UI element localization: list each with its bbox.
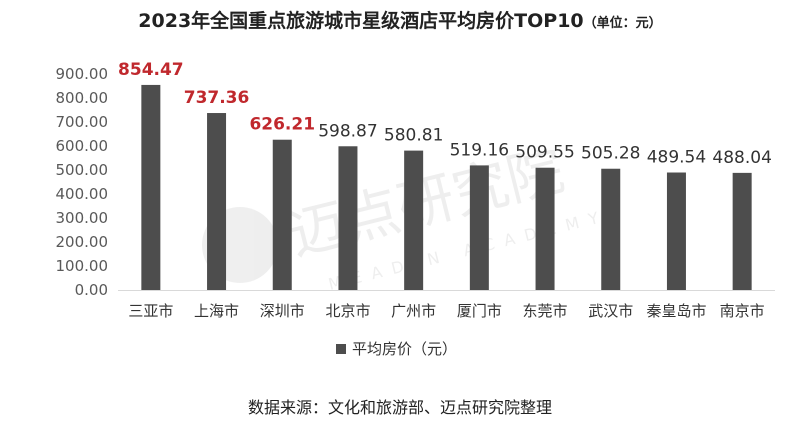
bar <box>469 165 489 290</box>
bar <box>404 150 424 290</box>
bars <box>141 84 752 290</box>
bar <box>207 113 227 290</box>
x-tick-label: 深圳市 <box>260 302 305 320</box>
data-label: 580.81 <box>384 126 443 146</box>
x-tick-label: 三亚市 <box>128 302 173 320</box>
bar <box>601 168 621 290</box>
chart-title-text: 2023年全国重点旅游城市星级酒店平均房价TOP10 <box>138 10 584 32</box>
x-tick-label: 厦门市 <box>457 302 502 320</box>
data-label: 489.54 <box>647 148 706 168</box>
x-tick-label: 广州市 <box>391 302 436 320</box>
bar <box>732 172 752 290</box>
y-tick-label: 400.00 <box>56 185 109 203</box>
legend: 平均房价（元） <box>336 340 457 358</box>
data-label: 509.55 <box>515 143 574 163</box>
y-tick-label: 900.00 <box>56 65 109 83</box>
x-tick-label: 上海市 <box>194 302 239 320</box>
x-tick-label: 秦皇岛市 <box>646 302 706 320</box>
legend-swatch <box>336 344 346 354</box>
y-tick-label: 300.00 <box>56 209 109 227</box>
y-tick-label: 500.00 <box>56 161 109 179</box>
bar <box>535 167 555 290</box>
y-tick-label: 600.00 <box>56 137 109 155</box>
x-axis: 三亚市 上海市 深圳市 北京市 广州市 厦门市 东莞市 武汉市 秦皇岛市 南京市 <box>118 290 775 320</box>
y-tick-label: 100.00 <box>56 257 109 275</box>
data-label: 737.36 <box>184 88 250 108</box>
data-label: 488.04 <box>712 148 771 168</box>
data-label: 505.28 <box>581 144 640 164</box>
x-tick-label: 武汉市 <box>588 302 633 320</box>
y-tick-label: 200.00 <box>56 233 109 251</box>
legend-label: 平均房价（元） <box>352 340 457 358</box>
x-tick-label: 南京市 <box>720 302 765 320</box>
bar <box>666 172 686 290</box>
y-tick-label: 0.00 <box>75 281 108 299</box>
bar <box>338 146 358 290</box>
y-tick-label: 800.00 <box>56 89 109 107</box>
chart-unit: （单位：元） <box>583 16 662 31</box>
x-tick-label: 北京市 <box>325 302 370 320</box>
chart-title: 2023年全国重点旅游城市星级酒店平均房价TOP10（单位：元） <box>0 6 800 33</box>
y-axis: 0.00 100.00 200.00 300.00 400.00 500.00 600.00… <box>56 65 109 299</box>
data-source: 数据来源：文化和旅游部、迈点研究院整理 <box>247 398 552 417</box>
bar <box>272 139 292 290</box>
x-tick-label: 东莞市 <box>523 302 568 320</box>
y-tick-label: 700.00 <box>56 113 109 131</box>
data-label: 626.21 <box>249 115 315 135</box>
data-label: 854.47 <box>118 60 184 80</box>
data-label: 598.87 <box>318 121 377 141</box>
data-label: 519.16 <box>450 140 509 160</box>
bar <box>141 84 161 290</box>
